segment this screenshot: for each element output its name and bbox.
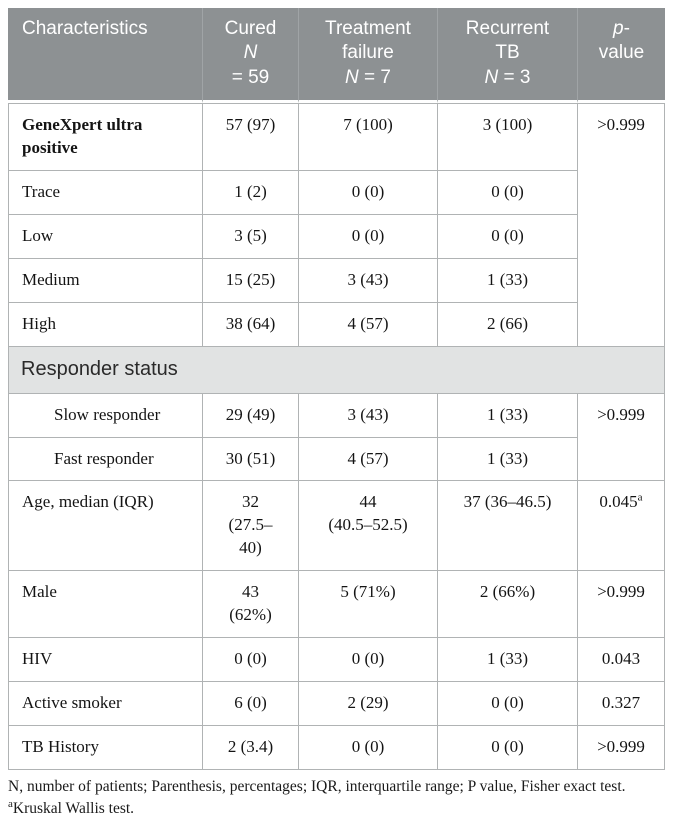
value-cell: 0 (0) xyxy=(438,726,578,770)
column-header-cured: Cured N = 59 xyxy=(203,8,299,103)
footnote-kruskal-text: Kruskal Wallis test. xyxy=(12,800,135,818)
section-header: Responder status xyxy=(8,346,665,394)
table-row: Male 43 (62%) 5 (71%) 2 (66%) >0.999 xyxy=(8,571,665,639)
value-cell: 0 (0) xyxy=(299,726,438,770)
value-cell: 2 (3.4) xyxy=(203,726,299,770)
column-header-characteristics: Characteristics xyxy=(8,8,203,103)
value-cell: 57 (97) xyxy=(203,102,299,171)
value-cell: 6 (0) xyxy=(203,682,299,726)
value-cell: 5 (71%) xyxy=(299,571,438,639)
p-value-text: 0.045 xyxy=(599,492,638,512)
value-cell: 1 (33) xyxy=(438,258,578,303)
footnotes: N, number of patients; Parenthesis, perc… xyxy=(8,776,665,821)
table-body: GeneXpert ultra positive 57 (97) 7 (100) 3 … xyxy=(8,102,665,770)
header-row: Characteristics Cured N = 59 Treatment failur… xyxy=(8,8,665,103)
p-value-text: >0.999 xyxy=(597,404,645,424)
value-cell: 0 (0) xyxy=(438,214,578,259)
value-cell: 2 (66) xyxy=(438,302,578,347)
value-cell: 1 (33) xyxy=(438,638,578,683)
p-value-cell: 0.327 xyxy=(578,682,665,726)
value-cell: 44 (40.5–52.5) xyxy=(299,481,438,572)
value-cell: 7 (100) xyxy=(299,102,438,171)
value-cell: 4 (57) xyxy=(299,437,438,482)
value-cell: 30 (51) xyxy=(203,437,299,482)
footnote-kruskal: aKruskal Wallis test. xyxy=(8,798,665,820)
p-value-text: >0.999 xyxy=(597,114,645,134)
value-cell: 38 (64) xyxy=(203,302,299,347)
p-value-cell: >0.999 xyxy=(578,571,665,639)
value-cell: 1 (33) xyxy=(438,437,578,482)
row-label: Fast responder xyxy=(8,437,203,482)
value-cell: 0 (0) xyxy=(299,170,438,215)
p-value-cell: 0.043 xyxy=(578,638,665,683)
p-value-cell: >0.999 xyxy=(578,102,665,347)
value-cell: 0 (0) xyxy=(299,638,438,683)
value-cell: 43 (62%) xyxy=(203,571,299,639)
row-label: Age, median (IQR) xyxy=(8,481,203,572)
row-label: Low xyxy=(8,214,203,259)
value-cell: 4 (57) xyxy=(299,302,438,347)
section-row: Responder status xyxy=(8,346,665,394)
value-cell: 1 (33) xyxy=(438,393,578,438)
row-label: GeneXpert ultra positive xyxy=(8,102,203,171)
value-cell: 15 (25) xyxy=(203,258,299,303)
p-value-cell: 0.045a xyxy=(578,481,665,572)
table-row: Fast responder 30 (51) 4 (57) 1 (33) xyxy=(8,437,665,482)
table-header: Characteristics Cured N = 59 Treatment failur… xyxy=(8,8,665,103)
table-row: TB History 2 (3.4) 0 (0) 0 (0) >0.999 xyxy=(8,726,665,770)
row-label: Medium xyxy=(8,258,203,303)
column-header-p-value: p-value xyxy=(578,8,665,103)
row-label: TB History xyxy=(8,726,203,770)
value-cell: 0 (0) xyxy=(299,214,438,259)
p-value-text: 0.043 xyxy=(601,649,641,669)
table-row: GeneXpert ultra positive 57 (97) 7 (100) 3 … xyxy=(8,102,665,347)
characteristics-table: Characteristics Cured N = 59 Treatment failur… xyxy=(8,8,665,770)
value-cell: 3 (100) xyxy=(438,102,578,171)
table-row: Slow responder 29 (49) 3 (43) 1 (33) >0.999 xyxy=(8,393,665,482)
row-label: High xyxy=(8,302,203,347)
table-row: Medium 15 (25) 3 (43) 1 (33) xyxy=(8,258,665,303)
row-label: Slow responder xyxy=(8,393,203,438)
footnote-abbreviations: N, number of patients; Parenthesis, perc… xyxy=(8,777,626,795)
value-cell: 1 (2) xyxy=(203,170,299,215)
value-cell: 3 (5) xyxy=(203,214,299,259)
table-row: Low 3 (5) 0 (0) 0 (0) xyxy=(8,214,665,259)
row-label: Trace xyxy=(8,170,203,215)
value-cell: 2 (66%) xyxy=(438,571,578,639)
table-row: Trace 1 (2) 0 (0) 0 (0) xyxy=(8,170,665,215)
value-cell: 0 (0) xyxy=(438,170,578,215)
p-value-cell: >0.999 xyxy=(578,393,665,482)
column-header-recurrent-tb: Recurrent TB N = 3 xyxy=(438,8,578,103)
value-cell: 0 (0) xyxy=(203,638,299,683)
p-value-cell: >0.999 xyxy=(578,726,665,770)
value-cell: 32 (27.5– 40) xyxy=(203,481,299,572)
row-label: Male xyxy=(8,571,203,639)
p-value-text: >0.999 xyxy=(597,737,645,756)
row-label: HIV xyxy=(8,638,203,683)
value-cell: 3 (43) xyxy=(299,393,438,438)
table-row: Age, median (IQR) 32 (27.5– 40) 44 (40.5–5… xyxy=(8,481,665,572)
value-cell: 3 (43) xyxy=(299,258,438,303)
p-value-superscript: a xyxy=(637,491,643,504)
row-label: Active smoker xyxy=(8,682,203,726)
p-value-text: >0.999 xyxy=(597,582,645,602)
value-cell: 0 (0) xyxy=(438,682,578,726)
column-header-treatment-failure: Treatment failure N = 7 xyxy=(299,8,438,103)
table-row: HIV 0 (0) 0 (0) 1 (33) 0.043 xyxy=(8,638,665,683)
value-cell: 29 (49) xyxy=(203,393,299,438)
table-row: High 38 (64) 4 (57) 2 (66) xyxy=(8,302,665,347)
p-value-text: 0.327 xyxy=(601,693,641,713)
value-cell: 37 (36–46.5) xyxy=(438,481,578,572)
value-cell: 2 (29) xyxy=(299,682,438,726)
table-row: Active smoker 6 (0) 2 (29) 0 (0) 0.327 xyxy=(8,682,665,726)
